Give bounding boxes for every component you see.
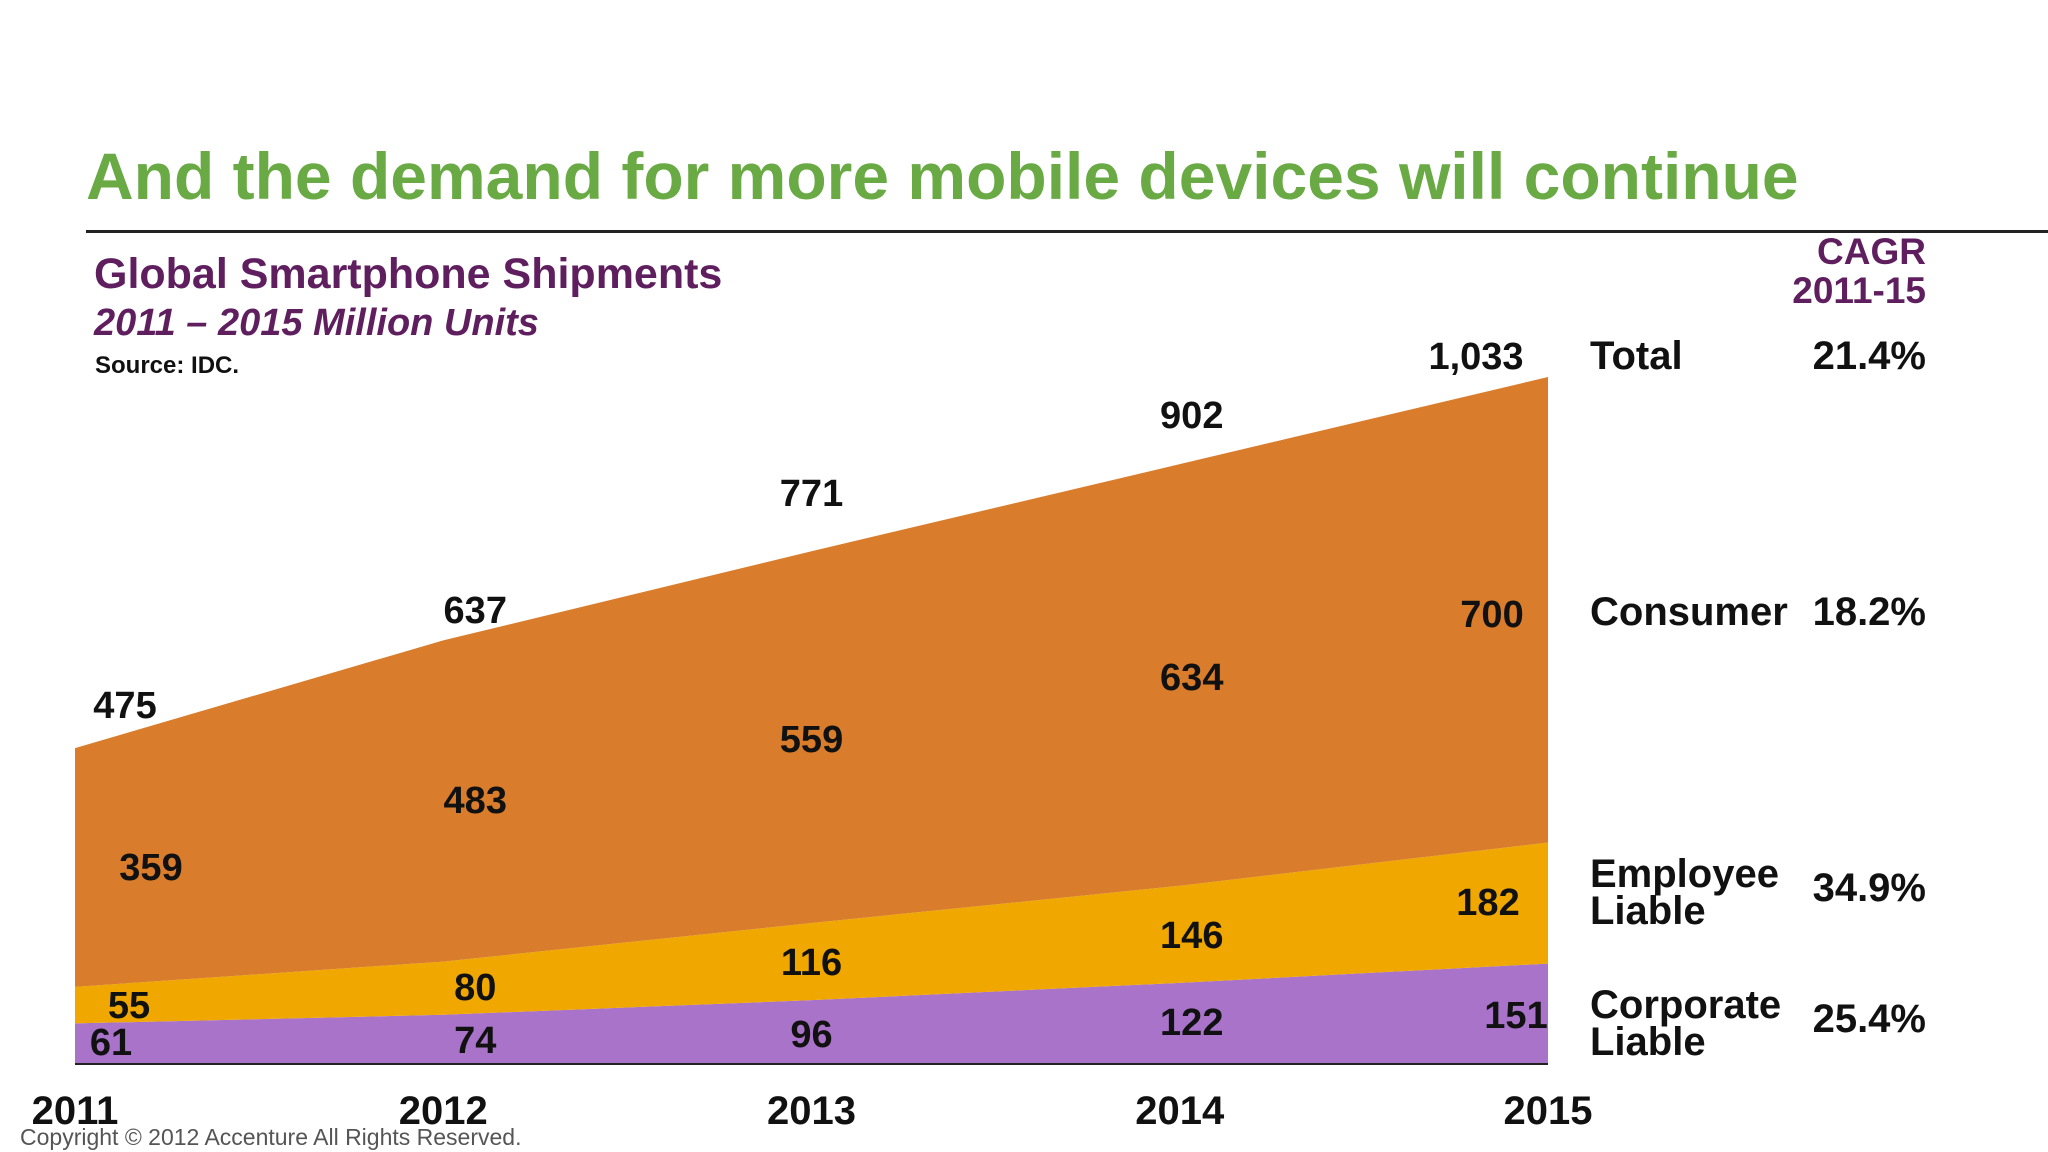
legend-employee-liable-line-2: Liable [1590,889,1706,933]
total-label-2015: 1,033 [1428,336,1523,378]
data-label-consumer-2015: 700 [1460,594,1523,636]
cagr-header-line-2: 2011-15 [1792,270,1926,311]
area-consumer [75,377,1548,987]
x-tick-label-2011: 2011 [32,1089,119,1133]
area-corporate-liable [75,963,1548,1064]
chart-subtitle: 2011 – 2015 Million Units [94,302,539,344]
chart-title: Global Smartphone Shipments [94,250,723,298]
cagr-employee-liable: 34.9% [1813,866,1926,910]
legend-corporate-liable-line-1: Corporate [1590,983,1781,1027]
data-label-employee-liable-2015: 182 [1456,882,1519,924]
data-label-consumer-2011: 359 [119,847,182,889]
x-tick-label-2015: 2015 [1504,1089,1593,1133]
data-label-corporate-liable-2014: 122 [1160,1002,1223,1044]
area-employee-liable [75,842,1548,1024]
legend-corporate-liable-line-2: Liable [1590,1020,1706,1064]
cagr-header: CAGR 2011-15 [1700,232,1926,310]
data-label-employee-liable-2012: 80 [454,967,496,1009]
cagr-total: 21.4% [1813,334,1926,378]
total-label-2013: 771 [780,473,843,515]
legend-consumer-line-1: Consumer [1590,590,1788,634]
cagr-corporate-liable: 25.4% [1813,997,1926,1041]
data-label-consumer-2013: 559 [780,719,843,761]
page-headline: And the demand for more mobile devices w… [86,139,1799,213]
x-tick-label-2013: 2013 [767,1089,856,1133]
total-label-2012: 637 [444,590,507,632]
x-tick-label-2012: 2012 [399,1089,488,1133]
data-label-corporate-liable-2011: 61 [90,1022,132,1064]
data-label-employee-liable-2013: 116 [781,942,842,984]
cagr-header-line-1: CAGR [1817,231,1926,272]
copyright-notice: Copyright © 2012 Accenture All Rights Re… [20,1124,522,1150]
cagr-consumer: 18.2% [1813,590,1926,634]
data-label-consumer-2012: 483 [444,780,507,822]
chart-source: Source: IDC. [95,352,240,379]
x-tick-label-2014: 2014 [1135,1089,1225,1133]
headline-divider [86,230,2048,233]
data-label-employee-liable-2014: 146 [1160,915,1223,957]
legend-total: Total [1590,334,1683,378]
data-label-consumer-2014: 634 [1160,657,1223,699]
total-label-2011: 475 [93,685,156,727]
total-label-2014: 902 [1160,395,1223,437]
data-label-corporate-liable-2015: 151 [1484,995,1547,1037]
data-label-employee-liable-2011: 55 [108,985,150,1027]
legend-employee-liable-line-1: Employee [1590,852,1779,896]
data-label-corporate-liable-2012: 74 [454,1020,496,1062]
data-label-corporate-liable-2013: 96 [790,1014,832,1056]
